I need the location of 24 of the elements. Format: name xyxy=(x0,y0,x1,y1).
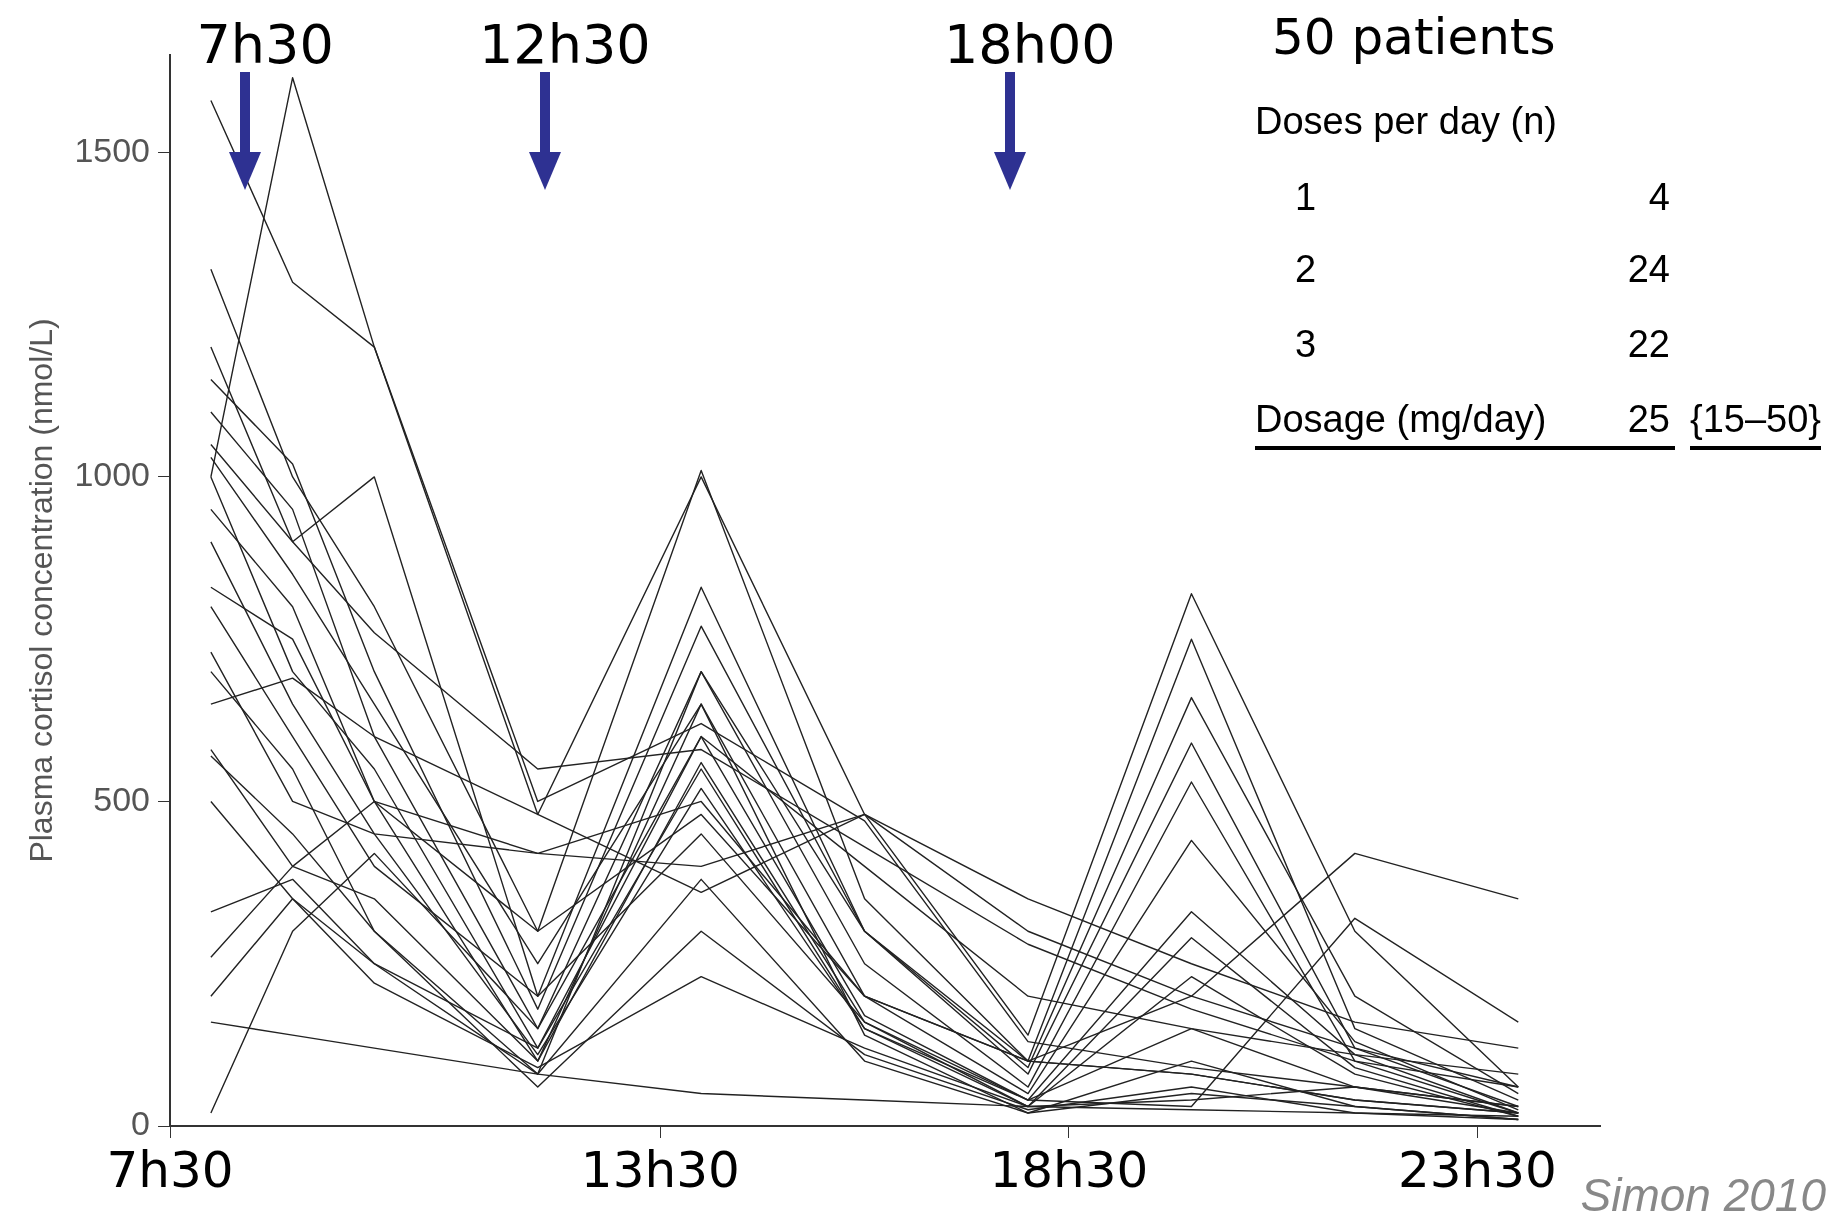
text: 4 xyxy=(1648,176,1670,218)
annotation: 50 patients xyxy=(1272,8,1556,66)
annotation: 1 xyxy=(1295,176,1317,218)
annotation: 18h00 xyxy=(944,13,1116,76)
annotation: 7h30 xyxy=(196,13,334,76)
y-tick-label: 1000 xyxy=(74,455,151,494)
y-tick-label: 0 xyxy=(131,1104,151,1143)
y-axis-title: Plasma cortisol concentration (nmol/L) xyxy=(23,318,60,863)
x-tick-label: 23h30 xyxy=(1397,1140,1557,1199)
annotation: 12h30 xyxy=(479,13,651,76)
x-tick-label: 7h30 xyxy=(106,1140,234,1199)
text: Simon 2010 xyxy=(1580,1169,1826,1220)
text: 22 xyxy=(1627,323,1670,365)
text: {15–50} xyxy=(1690,398,1822,450)
annotation: Doses per day (n) xyxy=(1255,100,1558,142)
x-tick-label: 18h30 xyxy=(989,1140,1149,1199)
annotation: 2 xyxy=(1295,248,1317,290)
annotation: Dosage (mg/day) xyxy=(1255,398,1547,440)
y-tick-label: 500 xyxy=(93,779,151,818)
x-tick-label: 13h30 xyxy=(580,1140,740,1199)
text: 24 xyxy=(1627,248,1670,290)
annotation: 3 xyxy=(1295,323,1317,365)
y-tick-label: 1500 xyxy=(74,130,151,169)
text: 25 xyxy=(1627,398,1670,440)
